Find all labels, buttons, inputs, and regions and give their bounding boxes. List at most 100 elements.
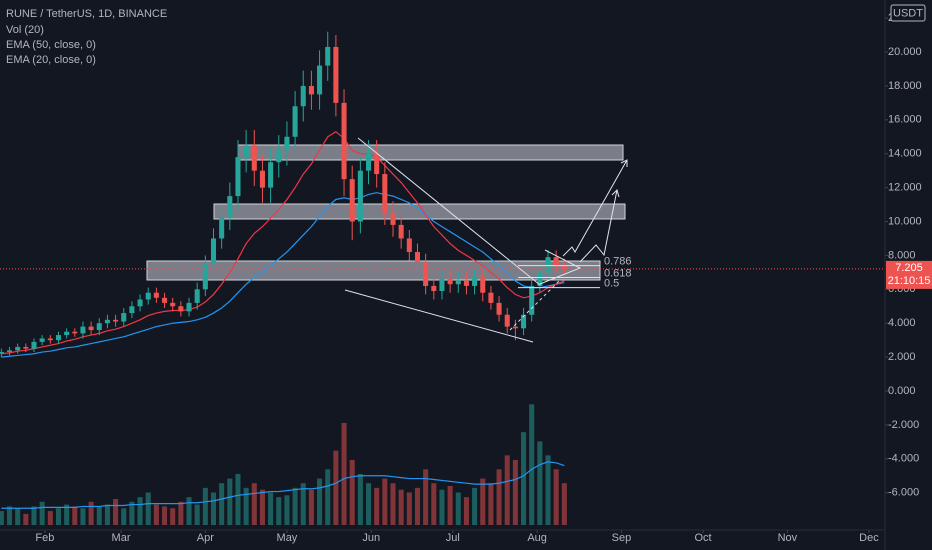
volume-bar — [521, 432, 527, 525]
x-tick-label: Dec — [859, 532, 879, 544]
currency[interactable]: USDT — [893, 7, 923, 19]
volume-bar — [561, 483, 567, 525]
volume-bar — [72, 506, 78, 525]
candle-body — [96, 323, 102, 330]
candle-body — [0, 352, 4, 354]
volume-bar — [382, 478, 388, 525]
x-tick-label: Nov — [778, 532, 798, 544]
candle-body — [251, 145, 257, 171]
candle-body — [137, 299, 143, 307]
candle-body — [423, 262, 429, 286]
volume-bar — [64, 504, 70, 525]
candle-body — [414, 252, 421, 263]
fib-label: 0.618 — [604, 267, 632, 279]
candle-body — [72, 331, 78, 334]
candle-body — [235, 157, 241, 197]
volume-bar — [113, 499, 119, 525]
volume-bar — [406, 492, 412, 525]
volume-bar — [480, 478, 486, 525]
volume-bar — [447, 486, 453, 525]
candle-body — [178, 306, 184, 312]
candle-body — [15, 346, 21, 351]
volume-bar — [537, 441, 543, 525]
volume-bar — [80, 508, 86, 525]
y-tick-label: -2.000 — [888, 419, 919, 431]
volume-bar — [496, 469, 502, 525]
volume-bar — [553, 469, 559, 525]
volume-bar — [6, 506, 13, 525]
candle-body — [447, 279, 453, 285]
volume-bar — [398, 489, 404, 525]
candle-body — [104, 319, 110, 324]
x-tick-label: Jul — [446, 532, 460, 544]
volume-bar — [325, 469, 331, 525]
volume-bar — [268, 492, 274, 525]
volume-bar — [300, 483, 306, 525]
volume-bar — [333, 450, 339, 525]
currency-box[interactable] — [890, 4, 926, 22]
volume-bar — [439, 489, 445, 525]
candle-body — [129, 306, 135, 314]
candle-body — [529, 285, 535, 315]
candle-body — [55, 335, 62, 341]
candle-body — [308, 85, 314, 95]
candle-body — [227, 196, 233, 219]
fib-label: 0.786 — [604, 255, 632, 267]
volume-bar — [317, 478, 323, 525]
volume-bar — [504, 455, 510, 525]
candle-body — [390, 213, 396, 225]
volume-bar — [15, 508, 21, 525]
candle-body — [80, 326, 86, 334]
candle-body — [243, 145, 249, 158]
candle-body — [153, 292, 159, 298]
candle-body — [561, 265, 567, 269]
y-tick-label: -4.000 — [888, 453, 919, 465]
x-tick-label: May — [277, 532, 298, 544]
volume-bar — [145, 492, 151, 525]
volume-bar — [455, 492, 461, 525]
volume-bar — [202, 487, 208, 525]
candle-body — [186, 302, 192, 312]
candle-body — [268, 162, 274, 188]
candle-body — [317, 65, 323, 95]
triangle — [539, 249, 582, 285]
volume-bar — [243, 487, 249, 525]
price-tag — [886, 260, 932, 289]
y-tick-label: 8.000 — [888, 249, 916, 261]
volume-bar — [529, 404, 535, 525]
volume-bar — [276, 497, 282, 525]
x-tick-label: Sep — [612, 532, 632, 544]
volume-bar — [31, 506, 37, 525]
candle-body — [31, 341, 37, 349]
candle-body — [512, 326, 518, 329]
candle-body — [113, 319, 119, 322]
fib-label: 0.5 — [604, 278, 619, 290]
chart-title: RUNE / TetherUS, 1D, BINANCE — [6, 8, 167, 20]
volume-bar — [472, 487, 478, 525]
volume-bar — [357, 473, 363, 525]
volume-bar — [488, 483, 494, 525]
candle-body — [202, 263, 208, 290]
volume-bar — [251, 483, 257, 525]
arrow-up — [579, 189, 620, 263]
candle-body — [162, 297, 168, 303]
candle-body — [170, 302, 176, 307]
candle-body — [504, 314, 510, 327]
volume-bar — [39, 501, 45, 525]
volume-bar — [0, 511, 4, 525]
candle-body — [39, 338, 45, 342]
indicator-label: EMA (50, close, 0) — [6, 39, 96, 51]
candle-body — [292, 106, 298, 137]
resistance-zone — [213, 203, 626, 220]
candle-body — [398, 224, 404, 239]
candle-body — [6, 350, 13, 353]
volume-bar — [96, 506, 102, 525]
candle-body — [431, 285, 437, 292]
x-tick-label: Oct — [694, 532, 711, 544]
volume-bar — [284, 495, 290, 525]
volume-bar — [414, 487, 421, 525]
y-tick-label: 16.000 — [888, 114, 922, 126]
candle-body — [382, 174, 388, 214]
volume-bar — [308, 489, 314, 525]
